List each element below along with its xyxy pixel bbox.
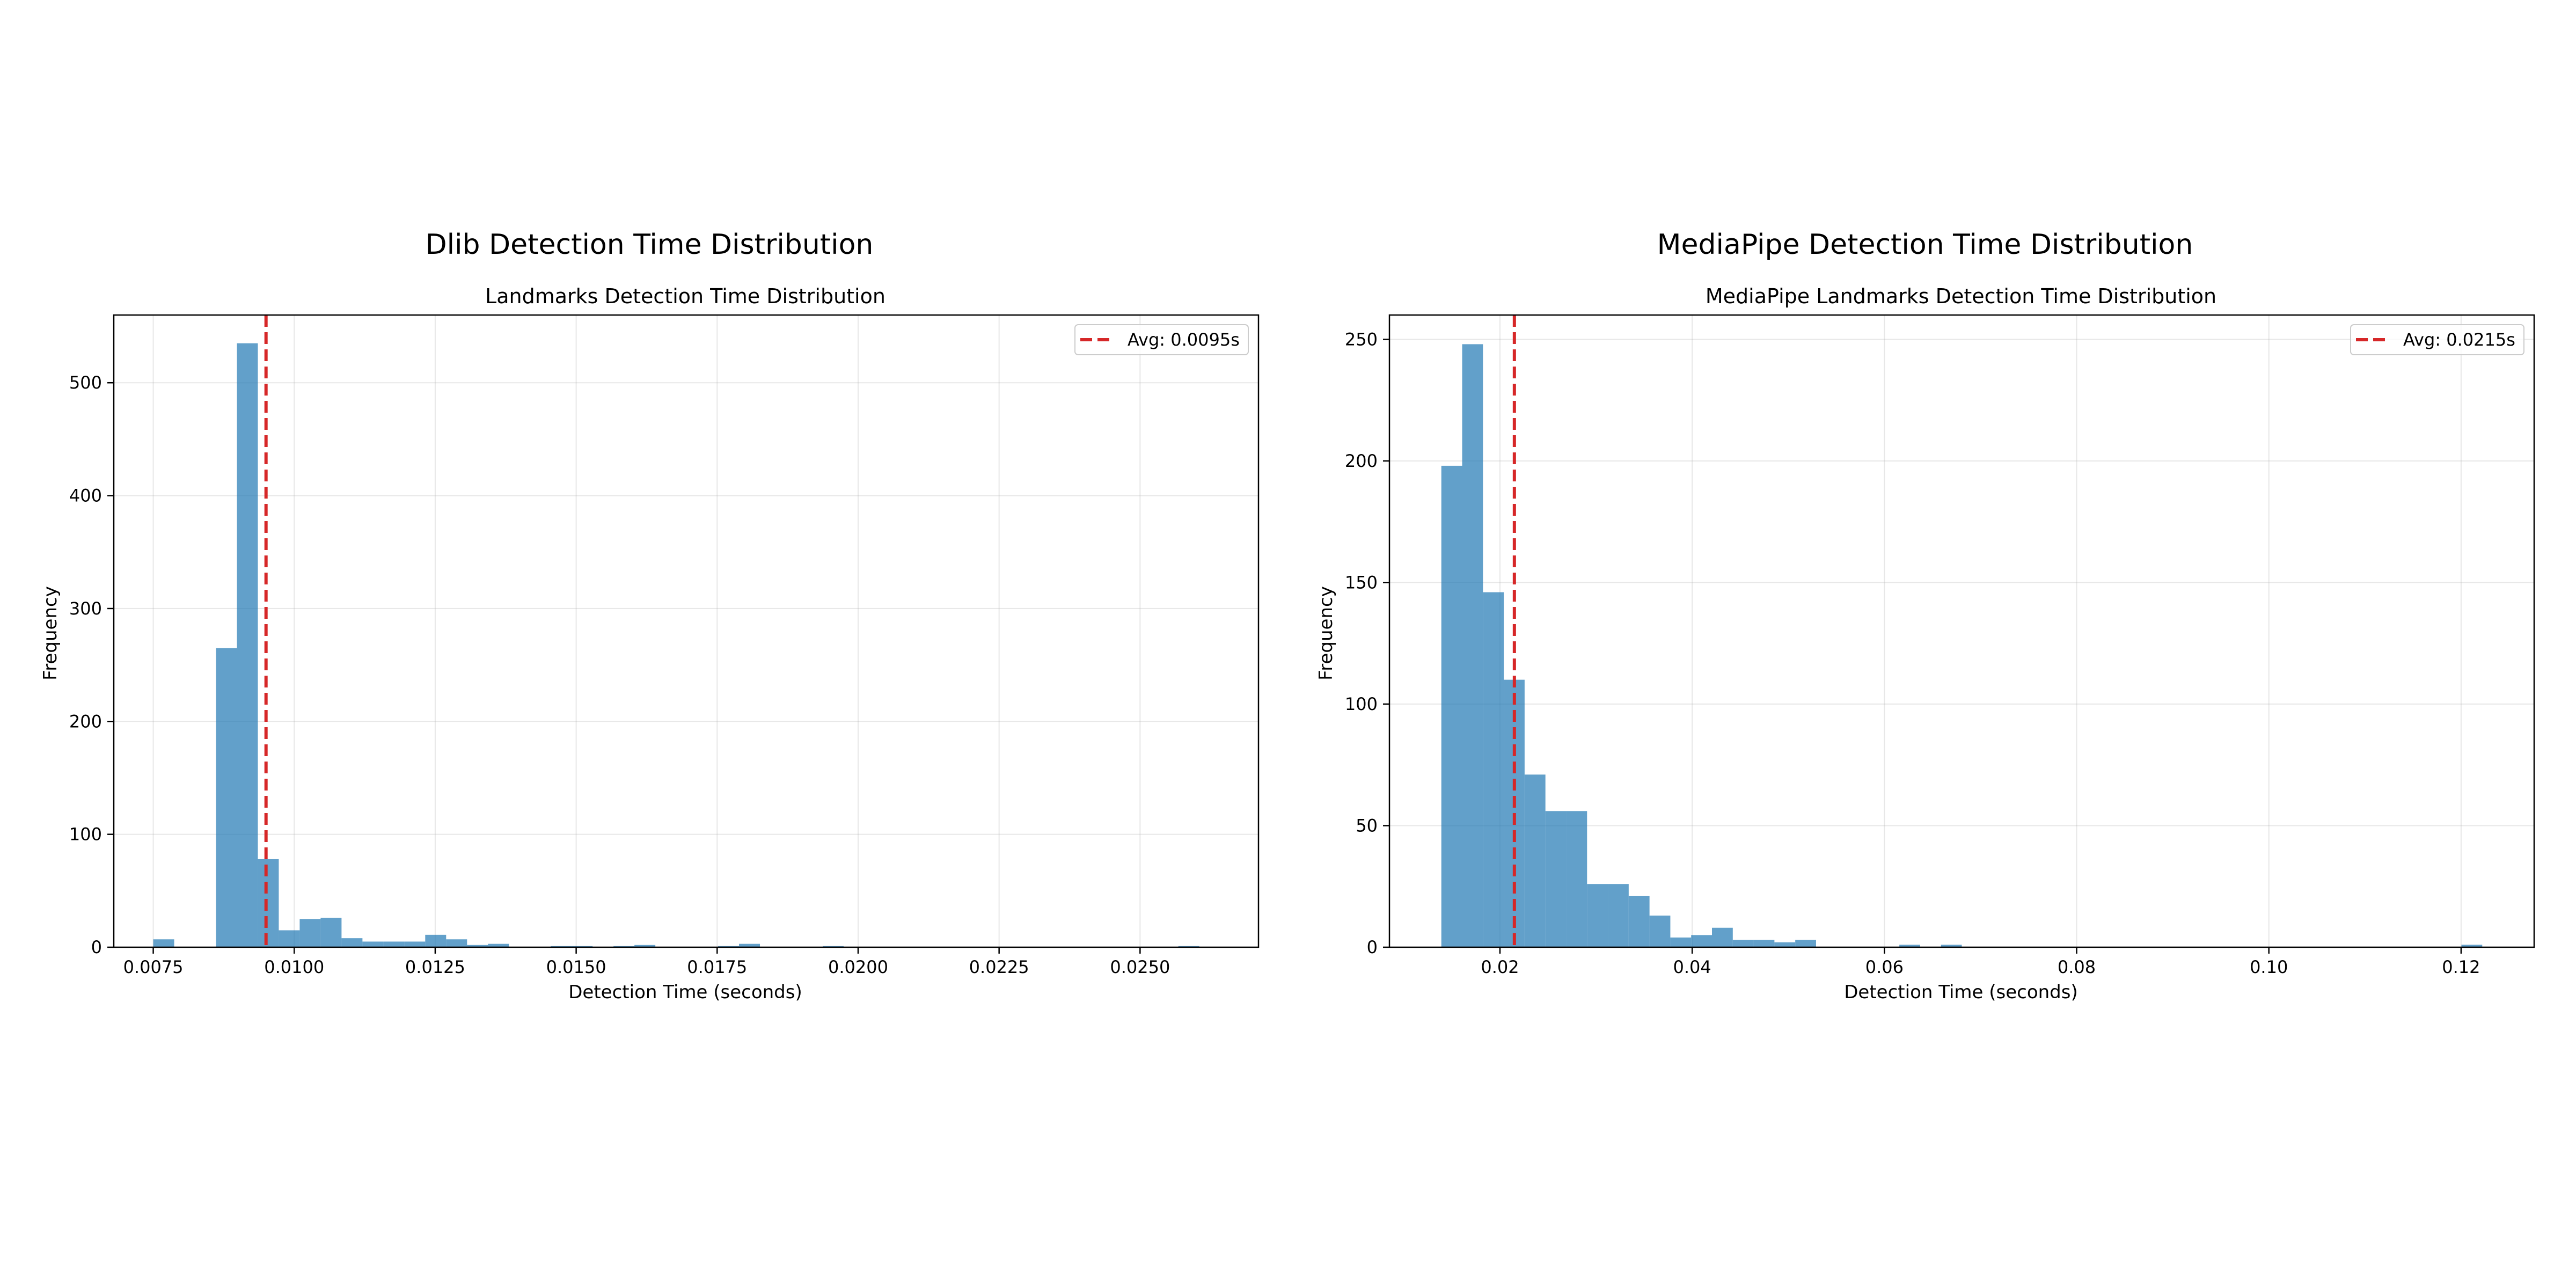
dlib-plot-area: 0.0075 0.0100 0.0125 0.0150 0.0175 0.0200 0.02… [69, 314, 1260, 977]
mediapipe-histogram-bar [1441, 465, 1462, 947]
dlib-axes-title: Landmarks Detection Time Distribution [485, 284, 885, 308]
dlib-x-tick-label: 0.0075 [123, 957, 184, 977]
dlib-histogram-bar [488, 943, 509, 947]
dlib-panel: Dlib Detection Time Distribution Landmar… [40, 229, 1260, 1003]
mediapipe-histogram-bar [1462, 344, 1483, 948]
dlib-histogram-bar [341, 938, 363, 947]
mediapipe-y-tick-label: 50 [1356, 815, 1378, 836]
mediapipe-histogram-bar [1691, 935, 1713, 947]
dlib-x-tick-label: 0.0100 [264, 957, 324, 977]
mediapipe-histogram-bar [1774, 942, 1796, 947]
mediapipe-plot-area: 0.02 0.04 0.06 0.08 0.10 0.12 0 50 100 150 200 250 [1345, 314, 2535, 977]
mediapipe-x-tick-label: 0.06 [1865, 957, 1904, 977]
mediapipe-x-tick-label: 0.02 [1481, 957, 1519, 977]
dlib-histogram-bar [404, 941, 426, 947]
mediapipe-histogram-bar [1899, 945, 1920, 947]
mediapipe-y-tick-label: 100 [1345, 694, 1378, 714]
mediapipe-y-axis-label: Frequency [1315, 586, 1337, 680]
mediapipe-histogram-bar [1524, 774, 1546, 947]
mediapipe-histogram-bar [1732, 940, 1754, 947]
mediapipe-x-tick-label: 0.12 [2442, 957, 2480, 977]
mediapipe-x-tick-label: 0.04 [1673, 957, 1711, 977]
dlib-legend: Avg: 0.0095s [1074, 324, 1249, 355]
dlib-histogram-bar [634, 945, 656, 947]
dlib-histogram-bar [467, 945, 488, 947]
dlib-histogram-bar [216, 648, 237, 947]
dlib-x-tick-label: 0.0175 [687, 957, 747, 977]
mediapipe-histogram-bar [2461, 945, 2483, 947]
dlib-histogram-bar [739, 943, 760, 947]
mediapipe-legend-box [2350, 324, 2524, 355]
mediapipe-histogram-bar [1483, 592, 1504, 947]
mediapipe-panel: MediaPipe Detection Time Distribution Me… [1315, 229, 2535, 1003]
mediapipe-x-tick-label: 0.10 [2250, 957, 2288, 977]
dlib-y-tick-label: 500 [69, 372, 102, 393]
mediapipe-axes-title: MediaPipe Landmarks Detection Time Distr… [1706, 284, 2216, 308]
dlib-x-tick-label: 0.0150 [546, 957, 606, 977]
dlib-histogram-bar [362, 941, 384, 947]
dlib-axes-frame [113, 314, 1260, 948]
mediapipe-histogram-bar [1587, 884, 1608, 947]
dlib-histogram-bar [153, 939, 174, 947]
mediapipe-histogram-bar [1566, 811, 1587, 947]
dlib-histogram-bar [258, 859, 279, 947]
mediapipe-histogram-bar [1628, 896, 1650, 947]
dlib-x-tick-label: 0.0125 [405, 957, 465, 977]
mediapipe-legend: Avg: 0.0215s [2350, 324, 2524, 355]
mediapipe-histogram-bar [1753, 940, 1775, 947]
dlib-x-tick-label: 0.0200 [828, 957, 888, 977]
dlib-y-tick-label: 400 [69, 486, 102, 506]
dlib-suptitle: Dlib Detection Time Distribution [426, 229, 874, 261]
mediapipe-histogram-bar [1670, 937, 1692, 947]
mediapipe-suptitle: MediaPipe Detection Time Distribution [1657, 229, 2193, 261]
mediapipe-y-tick-label: 0 [1367, 937, 1378, 957]
mediapipe-histogram-bar [1608, 884, 1629, 947]
dlib-histogram-bar [320, 918, 342, 947]
mediapipe-histogram-bar [1712, 927, 1733, 947]
dlib-y-axis-label: Frequency [40, 586, 61, 680]
mediapipe-y-tick-label: 250 [1345, 329, 1378, 349]
mediapipe-y-tick-label: 150 [1345, 572, 1378, 592]
dlib-histogram-bar [237, 343, 258, 947]
dlib-x-axis-label: Detection Time (seconds) [568, 982, 802, 1003]
mediapipe-x-axis-label: Detection Time (seconds) [1844, 982, 2078, 1003]
dlib-legend-label: Avg: 0.0095s [1128, 330, 1240, 350]
dlib-histogram-bar [279, 930, 300, 947]
dlib-y-tick-label: 300 [69, 598, 102, 619]
mediapipe-histogram-bar [1649, 916, 1671, 947]
dlib-histogram-bar [299, 919, 321, 947]
mediapipe-histogram-bar [1941, 945, 1962, 947]
dlib-legend-box [1074, 324, 1249, 355]
mediapipe-histogram-bar [1795, 940, 1816, 947]
dlib-x-tick-label: 0.0225 [969, 957, 1029, 977]
mediapipe-y-tick-label: 200 [1345, 451, 1378, 471]
mediapipe-legend-label: Avg: 0.0215s [2403, 330, 2515, 350]
dlib-y-tick-label: 200 [69, 711, 102, 731]
dlib-y-tick-label: 100 [69, 824, 102, 845]
mediapipe-axes-frame [1388, 314, 2535, 948]
dlib-y-tick-label: 0 [91, 937, 102, 957]
dlib-histogram-bar [383, 941, 405, 947]
mediapipe-histogram-bar [1545, 811, 1567, 947]
dlib-histogram-bar [425, 934, 447, 947]
dlib-x-tick-label: 0.0250 [1110, 957, 1170, 977]
dlib-histogram-bar [446, 939, 467, 947]
mediapipe-x-tick-label: 0.08 [2058, 957, 2096, 977]
